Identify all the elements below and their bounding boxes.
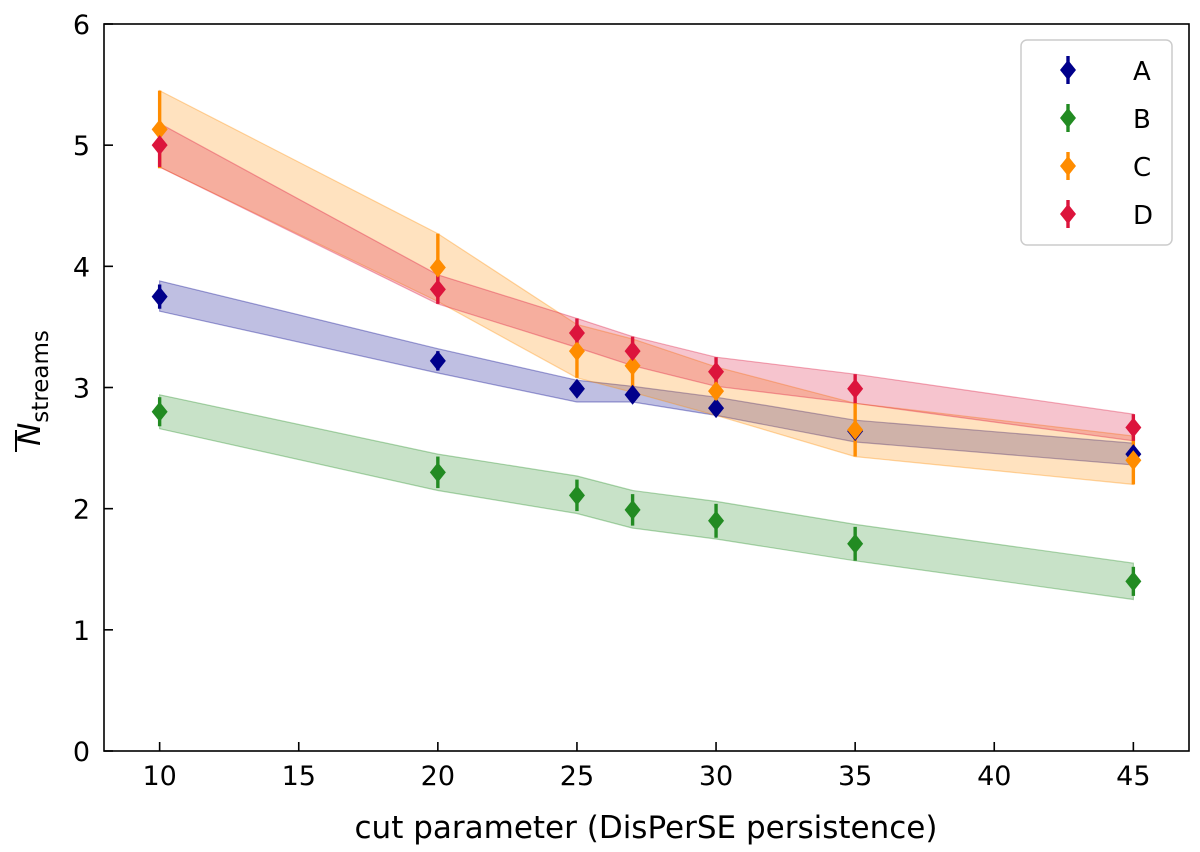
x-tick-label: 20: [421, 761, 455, 792]
y-tick-label: 2: [73, 495, 90, 526]
y-tick-label: 0: [73, 737, 90, 768]
point-d: [847, 378, 864, 399]
data-markers: [151, 119, 1142, 592]
x-tick-label: 25: [560, 761, 594, 792]
legend-label-a: A: [1133, 57, 1151, 87]
x-tick-label: 10: [142, 761, 176, 792]
x-tick-label: 35: [838, 761, 872, 792]
point-b: [429, 462, 446, 483]
point-d: [1125, 417, 1142, 438]
point-a: [708, 398, 725, 419]
svg-text:Nstreams: Nstreams: [12, 330, 54, 446]
y-axis-label: Nstreams: [12, 330, 54, 452]
x-axis-label: cut parameter (DisPerSE persistence): [355, 810, 938, 846]
legend-marker-b: [1060, 108, 1076, 128]
y-tick-label: 3: [73, 374, 90, 405]
point-d: [568, 322, 585, 343]
legend-marker-a: [1060, 60, 1076, 80]
point-c: [1125, 450, 1142, 471]
y-tick-label: 6: [73, 10, 90, 41]
point-c: [847, 419, 864, 440]
band-b: [159, 394, 1134, 601]
y-tick-label: 5: [73, 131, 90, 162]
point-a: [568, 378, 585, 399]
point-b: [847, 533, 864, 554]
confidence-bands: [159, 89, 1134, 601]
x-axis-ticks: 10 15 20 25 30 35 40 45: [142, 742, 1151, 792]
x-tick-label: 40: [977, 761, 1011, 792]
point-b: [151, 401, 168, 422]
point-c: [624, 355, 641, 376]
point-c: [708, 381, 725, 402]
x-tick-label: 30: [699, 761, 733, 792]
point-b: [1125, 571, 1142, 592]
x-tick-label: 45: [1116, 761, 1150, 792]
point-b: [568, 485, 585, 506]
point-c: [151, 119, 168, 140]
point-d: [151, 135, 168, 156]
y-axis-ticks: 0 1 2 3 4 5 6: [73, 10, 113, 768]
x-tick-label: 15: [282, 761, 316, 792]
point-c: [429, 257, 446, 278]
point-d: [708, 361, 725, 382]
legend-marker-c: [1060, 156, 1076, 176]
legend-label-d: D: [1133, 201, 1153, 231]
legend-marker-d: [1060, 204, 1076, 224]
legend-label-c: C: [1133, 153, 1151, 183]
point-a: [429, 350, 446, 371]
point-a: [151, 286, 168, 307]
point-c: [568, 341, 585, 362]
point-d: [624, 341, 641, 362]
y-tick-label: 4: [73, 252, 90, 283]
legend-label-b: B: [1133, 105, 1151, 135]
point-b: [624, 499, 641, 520]
point-d: [429, 279, 446, 300]
plot-background: [104, 24, 1189, 751]
point-b: [708, 510, 725, 531]
y-axis-label-subscript: streams: [28, 330, 54, 423]
legend-frame: [1020, 39, 1173, 246]
point-a: [624, 384, 641, 405]
y-axis-label-main: N: [12, 423, 48, 446]
y-tick-label: 1: [73, 616, 90, 647]
